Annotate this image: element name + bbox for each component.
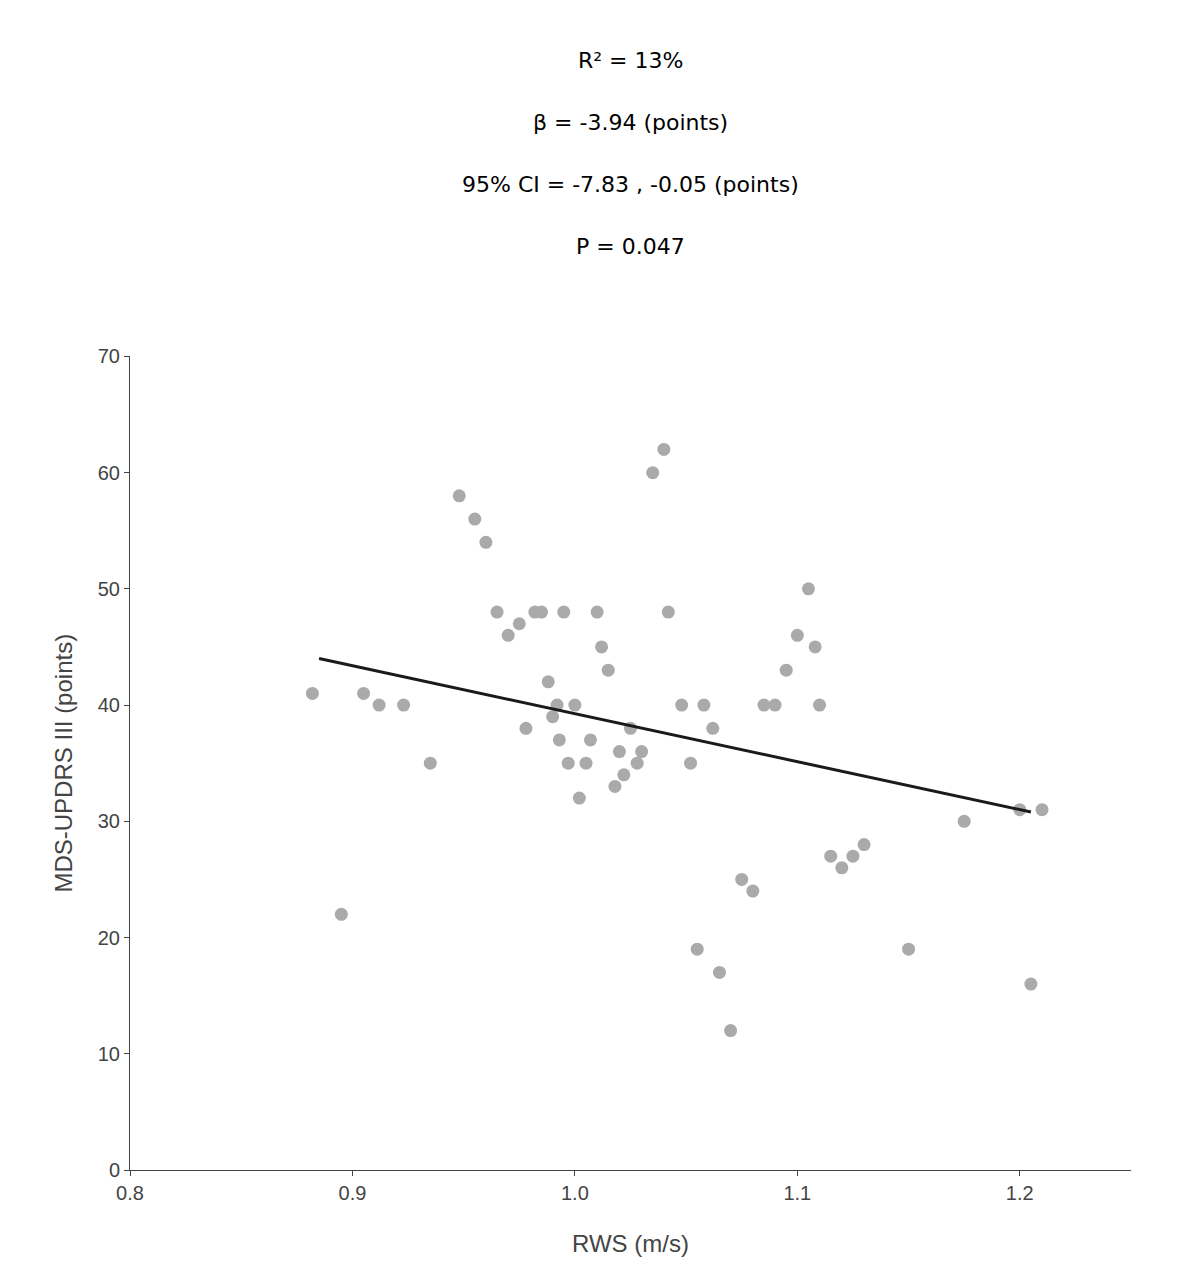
svg-text:40: 40 xyxy=(98,694,120,716)
svg-text:20: 20 xyxy=(98,927,120,949)
svg-text:30: 30 xyxy=(98,810,120,832)
svg-text:60: 60 xyxy=(98,462,120,484)
svg-text:0: 0 xyxy=(109,1159,120,1181)
svg-text:MDS-UPDRS III (points): MDS-UPDRS III (points) xyxy=(50,634,77,893)
svg-text:1.1: 1.1 xyxy=(783,1182,811,1204)
svg-text:0.8: 0.8 xyxy=(116,1182,144,1204)
svg-text:95% CI = -7.83 , -0.05 (points: 95% CI = -7.83 , -0.05 (points) xyxy=(462,172,799,197)
svg-text:70: 70 xyxy=(98,345,120,367)
svg-text:P = 0.047: P = 0.047 xyxy=(576,234,685,259)
svg-text:50: 50 xyxy=(98,578,120,600)
svg-text:0.9: 0.9 xyxy=(339,1182,367,1204)
svg-text:1.2: 1.2 xyxy=(1006,1182,1034,1204)
svg-text:R² = 13%: R² = 13% xyxy=(578,48,683,73)
svg-text:10: 10 xyxy=(98,1043,120,1065)
svg-text:RWS (m/s): RWS (m/s) xyxy=(572,1230,689,1257)
svg-text:1.0: 1.0 xyxy=(561,1182,589,1204)
svg-text:β = -3.94 (points): β = -3.94 (points) xyxy=(533,110,728,135)
